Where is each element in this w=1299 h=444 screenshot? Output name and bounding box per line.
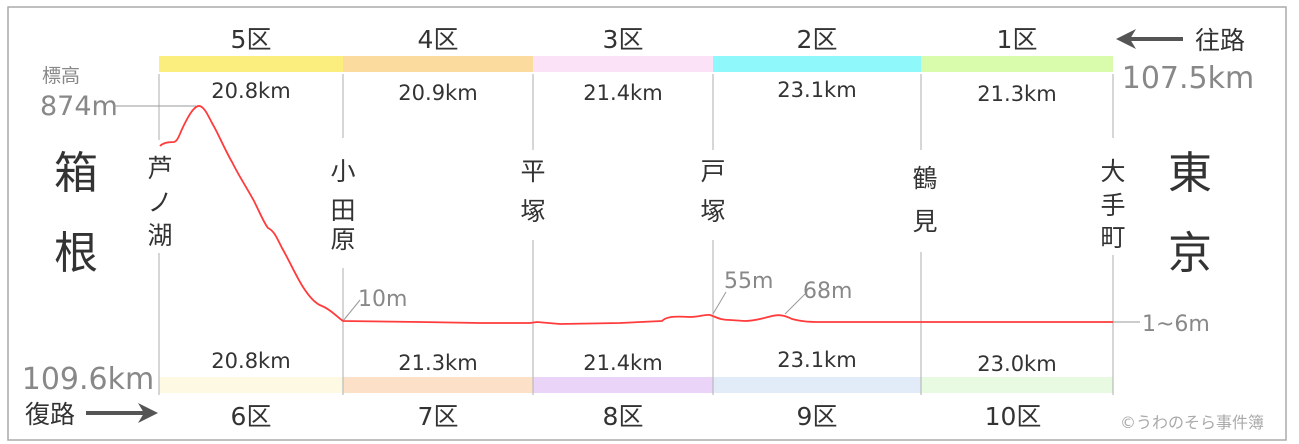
- outbound-label: 往路: [1195, 26, 1245, 55]
- city-hakone-2: 根: [54, 228, 98, 279]
- city-tokyo-1: 東: [1168, 148, 1212, 199]
- place-tsurumi: 鶴 見: [912, 164, 937, 236]
- section-bar-10: [921, 377, 1113, 393]
- peak1-leader: [712, 291, 727, 315]
- svg-text:原: 原: [330, 225, 355, 254]
- place-odawara: 小 田 原: [330, 157, 355, 254]
- section-bar-1: [921, 56, 1113, 72]
- section-label-1: 1区: [997, 25, 1038, 54]
- tokyo-elevation: 1~6m: [1142, 312, 1210, 337]
- outbound-bars: [159, 56, 1113, 72]
- section-label-2: 2区: [797, 25, 838, 54]
- outbound-indicator: 往路: [1116, 26, 1245, 55]
- distance-4: 20.9km: [398, 81, 477, 105]
- distance-10: 23.0km: [977, 352, 1056, 376]
- city-tokyo-2: 京: [1168, 228, 1212, 279]
- peak1-elevation: 55m: [724, 269, 773, 294]
- outbound-total: 107.5km: [1122, 61, 1254, 96]
- peak2-leader: [784, 293, 806, 315]
- arrow-right-icon-head: [138, 403, 158, 423]
- place-hiratsuka: 平 塚: [520, 157, 545, 226]
- city-hakone-1: 箱: [54, 148, 98, 199]
- section-bar-4: [343, 56, 533, 72]
- section-bar-7: [343, 377, 533, 393]
- section-label-8: 8区: [603, 402, 644, 431]
- peak2-elevation: 68m: [803, 279, 852, 304]
- return-total: 109.6km: [22, 362, 154, 397]
- return-label: 復路: [25, 400, 75, 429]
- section-bar-3: [533, 56, 713, 72]
- svg-text:ノ: ノ: [147, 188, 172, 217]
- distance-8: 21.4km: [583, 351, 662, 375]
- arrow-left-icon-head: [1116, 29, 1136, 49]
- elevation-profile-line: [159, 105, 1113, 325]
- section-label-4: 4区: [418, 25, 459, 54]
- svg-text:芦: 芦: [147, 154, 172, 183]
- distance-3: 21.4km: [583, 81, 662, 105]
- section-bar-9: [713, 377, 921, 393]
- section-label-7: 7区: [418, 402, 459, 431]
- section-label-3: 3区: [603, 25, 644, 54]
- svg-text:平: 平: [520, 157, 545, 186]
- distance-6: 20.8km: [211, 349, 290, 373]
- distance-5: 20.8km: [211, 79, 290, 103]
- section-label-9: 9区: [797, 402, 838, 431]
- svg-text:塚: 塚: [520, 197, 545, 226]
- return-bars: [159, 377, 1113, 393]
- section-bar-6: [159, 377, 343, 393]
- svg-text:田: 田: [330, 196, 355, 225]
- distance-1: 21.3km: [977, 82, 1056, 106]
- svg-text:戸: 戸: [700, 157, 725, 186]
- distance-2: 23.1km: [777, 78, 856, 102]
- elevation-label: 標高: [42, 65, 80, 87]
- svg-text:鶴: 鶴: [912, 164, 937, 193]
- credit-watermark: ©うわのそら事件簿: [1120, 413, 1264, 432]
- section-label-10: 10区: [985, 402, 1042, 431]
- place-otemachi: 大 手 町: [1100, 157, 1125, 252]
- section-bar-8: [533, 377, 713, 393]
- svg-text:町: 町: [1100, 223, 1125, 252]
- svg-text:小: 小: [330, 157, 355, 186]
- svg-text:大: 大: [1100, 157, 1125, 186]
- max-elevation: 874m: [40, 91, 118, 122]
- place-totsuka: 戸 塚: [700, 157, 725, 226]
- return-indicator: 復路: [25, 400, 158, 429]
- frame: [7, 6, 1287, 441]
- section-label-5: 5区: [231, 25, 272, 54]
- odawara-leader: [342, 299, 361, 322]
- svg-text:塚: 塚: [700, 197, 725, 226]
- distance-9: 23.1km: [777, 348, 856, 372]
- section-bar-2: [713, 56, 921, 72]
- boundary-lines: [158, 74, 1114, 395]
- section-label-6: 6区: [231, 402, 272, 431]
- place-ashinoko: 芦 ノ 湖: [147, 154, 172, 250]
- section-bar-5: [159, 56, 343, 72]
- odawara-elevation: 10m: [358, 287, 407, 312]
- distance-7: 21.3km: [398, 351, 477, 375]
- svg-text:手: 手: [1100, 191, 1125, 220]
- svg-text:湖: 湖: [147, 221, 172, 250]
- svg-text:見: 見: [912, 207, 937, 236]
